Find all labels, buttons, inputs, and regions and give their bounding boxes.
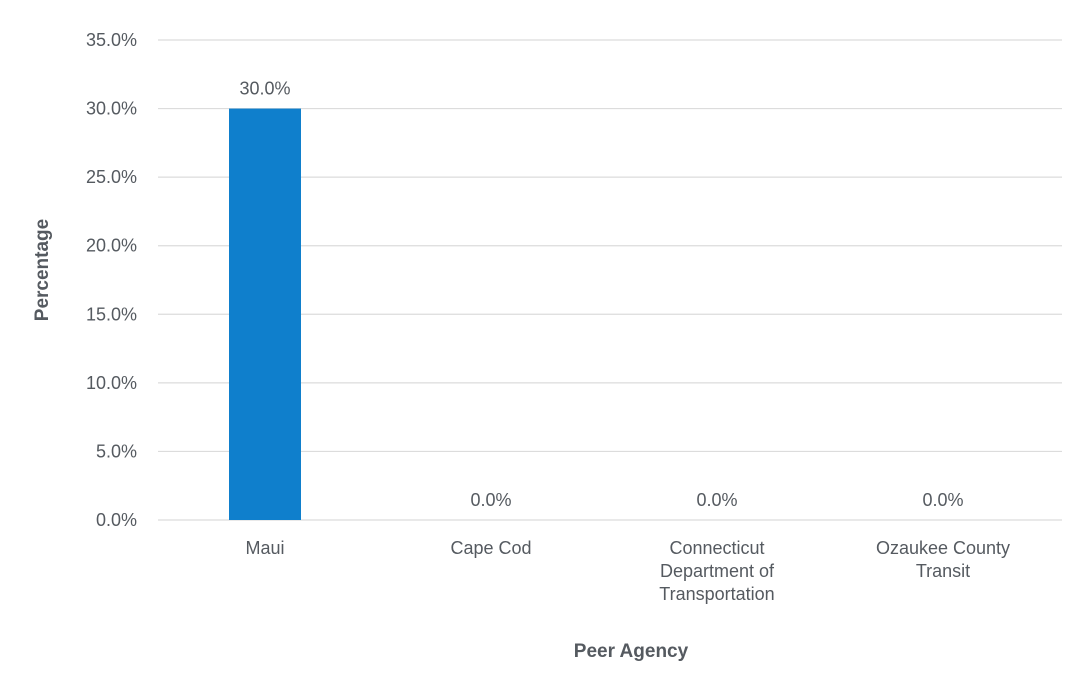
bar <box>229 108 301 521</box>
y-axis-title: Percentage <box>32 219 53 321</box>
data-label: 30.0% <box>239 79 290 99</box>
y-axis-ticks: 0.0% 5.0% 10.0% 15.0% 20.0% 25.0% 30.0% 35.0% <box>86 30 137 530</box>
data-label: 0.0% <box>470 490 511 510</box>
y-tick-label: 30.0% <box>86 99 137 119</box>
category-label: Cape Cod <box>450 538 531 558</box>
category-label: Connecticut Department of Transportation <box>659 538 775 604</box>
y-tick-label: 10.0% <box>86 373 137 393</box>
category-label: Maui <box>245 538 284 558</box>
y-tick-label: 25.0% <box>86 167 137 187</box>
data-label: 0.0% <box>922 490 963 510</box>
x-axis-title: Peer Agency <box>574 641 689 662</box>
x-axis-categories: Maui Cape Cod Connecticut Department of Tran… <box>245 538 1010 604</box>
data-labels: 30.0% 0.0% 0.0% 0.0% <box>239 79 963 510</box>
bars <box>229 108 301 521</box>
y-tick-label: 35.0% <box>86 30 137 50</box>
y-tick-label: 5.0% <box>96 441 137 461</box>
y-tick-label: 20.0% <box>86 236 137 256</box>
category-label: Ozaukee County Transit <box>876 538 1010 581</box>
gridlines <box>158 39 1062 521</box>
y-tick-label: 0.0% <box>96 510 137 530</box>
data-label: 0.0% <box>696 490 737 510</box>
y-tick-label: 15.0% <box>86 304 137 324</box>
